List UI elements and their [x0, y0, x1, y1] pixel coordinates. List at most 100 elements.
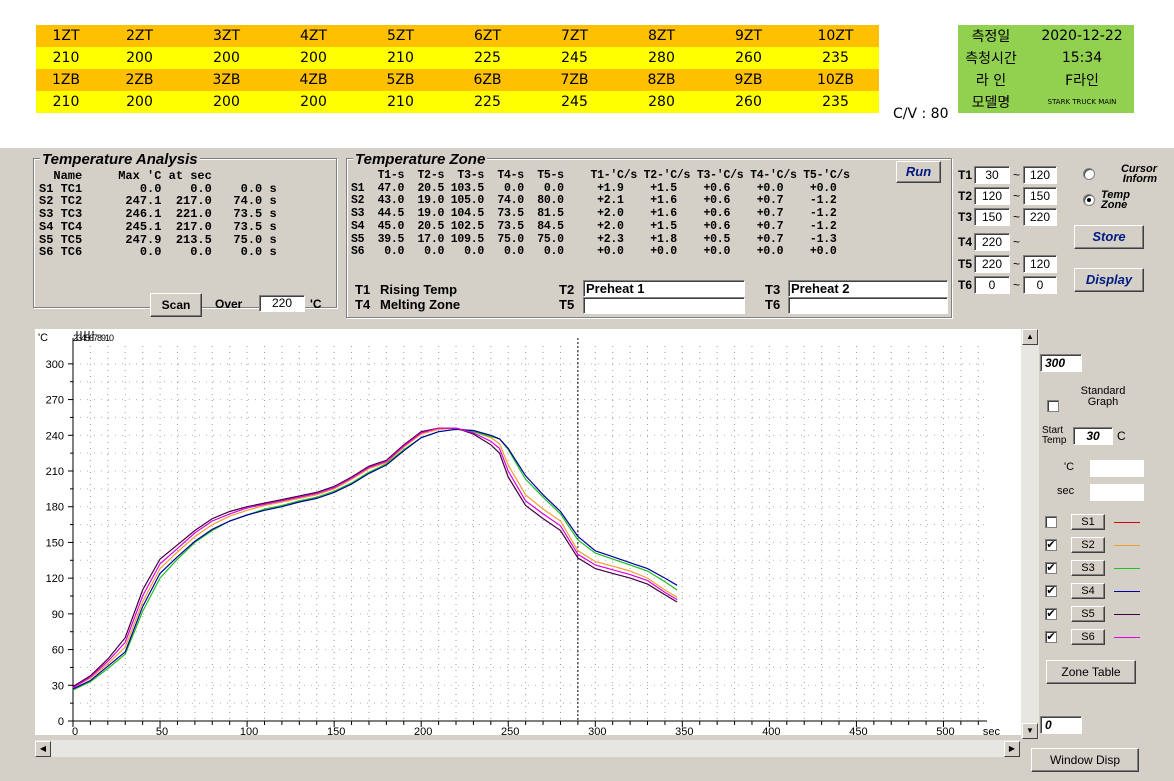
zone-value: 200 [183, 47, 270, 69]
sensor-checkbox[interactable]: ✔ [1045, 585, 1057, 597]
x-tick-label: 450 [849, 726, 867, 735]
temperature-profile-plot[interactable]: 0 30 60 90 120 150 180 210 240 270 300 0 50 100 150 200… [35, 329, 1021, 738]
zone-value: 210 [357, 47, 444, 69]
scan-button[interactable]: Scan [150, 293, 202, 317]
standard-graph-checkbox[interactable] [1047, 400, 1059, 412]
zone-value: 245 [531, 91, 618, 113]
range-from-input[interactable]: 0 [974, 276, 1010, 294]
x-tick-label: 300 [588, 726, 606, 735]
zone-t6-name[interactable] [788, 297, 948, 314]
range-from-input[interactable]: 120 [974, 187, 1010, 205]
y-min-input[interactable]: 0 [1040, 716, 1082, 734]
store-button[interactable]: Store [1074, 225, 1144, 249]
x-unit-label: sec [983, 726, 1001, 735]
time-label: 측청시간 [958, 47, 1024, 69]
model-label: 모델명 [958, 91, 1024, 113]
zone-label: 2ZB [96, 69, 183, 91]
sensor-color-swatch [1114, 637, 1140, 638]
zone-t4-name: Melting Zone [380, 297, 461, 312]
zone-value: 280 [618, 47, 705, 69]
range-from-input[interactable]: 150 [974, 208, 1010, 226]
sensor-checkbox[interactable]: ✔ [1045, 539, 1057, 551]
scroll-left-arrow-icon[interactable]: ◀ [35, 741, 51, 757]
bottom-zone-value-row: 210 200 200 200 210 225 245 280 260 235 [36, 91, 879, 113]
range-to-input[interactable]: 220 [1023, 208, 1057, 226]
y-tick-label: 300 [46, 359, 64, 371]
range-tilde: ~ [1013, 257, 1021, 271]
reflow-profiler-window: Temperature Analysis Name Max 'C at sec … [0, 148, 1174, 781]
display-button[interactable]: Display [1074, 268, 1144, 292]
over-temp-input[interactable]: 220 [259, 295, 305, 312]
zone-value: 245 [531, 47, 618, 69]
y-max-input[interactable]: 300 [1040, 354, 1082, 372]
zone-value: 235 [792, 91, 879, 113]
range-from-input[interactable]: 220 [974, 255, 1010, 273]
sensor-checkbox[interactable]: ✔ [1045, 562, 1057, 574]
zone-value: 200 [96, 47, 183, 69]
temperature-analysis-panel: Temperature Analysis Name Max 'C at sec … [33, 151, 337, 317]
zone-value: 280 [618, 91, 705, 113]
zone-setpoint-table: 1ZT 2ZT 3ZT 4ZT 5ZT 6ZT 7ZT 8ZT 9ZT 10ZT… [36, 25, 879, 113]
zone-value: 210 [36, 91, 96, 113]
x-tick-label: 500 [936, 726, 954, 735]
range-to-input[interactable]: 0 [1023, 276, 1057, 294]
x-tick-label: 200 [414, 726, 432, 735]
scroll-down-arrow-icon[interactable]: ▼ [1022, 723, 1038, 739]
zone-t1-label: T1 [355, 282, 371, 297]
sensor-button[interactable]: S4 [1071, 583, 1105, 599]
plot-horizontal-scrollbar[interactable] [35, 740, 1020, 757]
y-tick-label: 60 [52, 645, 64, 657]
time-value: 15:34 [1024, 47, 1134, 69]
sensor-checkbox[interactable]: ✔ [1045, 608, 1057, 620]
range-tilde: ~ [1013, 210, 1021, 224]
zone-table: T1-s T2-s T3-s T4-s T5-s T1-'C/s T2-'C/s… [351, 169, 850, 259]
start-temp-input[interactable]: 30 [1073, 427, 1113, 445]
range-to-input[interactable]: 150 [1023, 187, 1057, 205]
date-value: 2020-12-22 [1024, 25, 1134, 47]
temp-zone-radio[interactable] [1083, 194, 1095, 206]
window-disp-button[interactable]: Window Disp [1031, 748, 1139, 772]
x-tick-label: 150 [327, 726, 345, 735]
y-unit-label: 'C [38, 332, 48, 344]
range-to-input[interactable]: 120 [1023, 166, 1057, 184]
range-from-input[interactable]: 220 [974, 233, 1010, 251]
zone-label: 8ZT [618, 25, 705, 47]
sensor-button[interactable]: S1 [1071, 514, 1105, 530]
sensor-button[interactable]: S6 [1071, 629, 1105, 645]
plot-vertical-scrollbar[interactable] [1021, 329, 1039, 739]
range-to-input[interactable]: 120 [1023, 255, 1057, 273]
range-label: T2 [958, 189, 973, 203]
zone-t6-label: T6 [765, 297, 781, 312]
zone-label: 7ZT [531, 25, 618, 47]
cursor-sec-label: sec [1057, 485, 1075, 497]
sensor-checkbox[interactable] [1045, 516, 1057, 528]
run-button[interactable]: Run [896, 161, 941, 183]
sensor-button[interactable]: S2 [1071, 537, 1105, 553]
zone-t3-name[interactable]: Preheat 2 [788, 280, 948, 297]
scroll-up-arrow-icon[interactable]: ▲ [1022, 329, 1038, 345]
temp-zone-label[interactable]: Temp Zone [1101, 189, 1130, 211]
scroll-right-arrow-icon[interactable]: ▶ [1004, 741, 1020, 757]
profile-chart-svg: 0 30 60 90 120 150 180 210 240 270 300 0 50 100 150 200… [38, 331, 1001, 738]
top-zone-value-row: 210 200 200 200 210 225 245 280 260 235 [36, 47, 879, 69]
sensor-color-swatch [1114, 591, 1140, 592]
over-label: Over [215, 297, 243, 311]
zone-t2-name[interactable]: Preheat 1 [583, 280, 745, 297]
sensor-button[interactable]: S3 [1071, 560, 1105, 576]
temperature-zone-panel: Temperature Zone T1-s T2-s T3-s T4-s T5-… [346, 151, 952, 318]
cursor-inform-radio[interactable] [1083, 168, 1095, 180]
range-from-input[interactable]: 30 [974, 166, 1010, 184]
x-tick-label: 50 [156, 726, 168, 735]
zone-table-button[interactable]: Zone Table [1046, 660, 1136, 684]
zone-label: 3ZB [183, 69, 270, 91]
cursor-temp-label: 'C [1064, 461, 1075, 473]
cursor-inform-label[interactable]: Cursor Inform [1120, 163, 1157, 185]
zone-t5-name[interactable] [583, 297, 745, 314]
sensor-button[interactable]: S5 [1071, 606, 1105, 622]
zone-t2-label: T2 [559, 282, 575, 297]
sensor-checkbox[interactable]: ✔ [1045, 631, 1057, 643]
sensor-color-swatch [1114, 568, 1140, 569]
over-unit: 'C [310, 297, 322, 311]
cursor-sec-value [1090, 484, 1144, 501]
zone-t5-label: T5 [559, 297, 575, 312]
